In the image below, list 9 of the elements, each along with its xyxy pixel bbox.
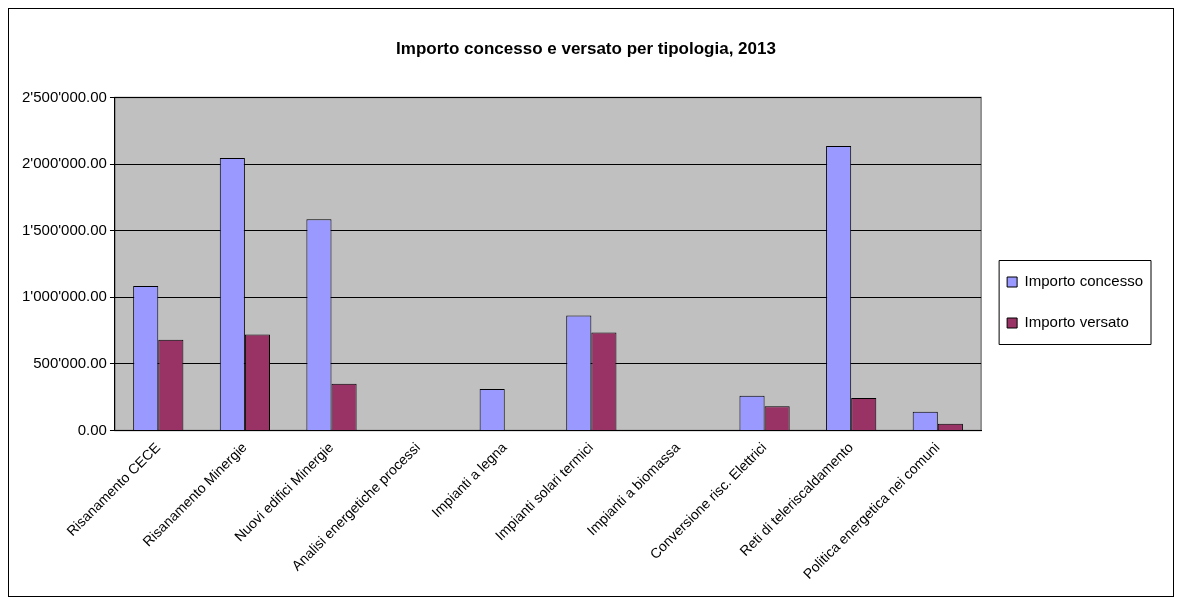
- y-tick-label: 500'000.00: [33, 354, 107, 372]
- y-tick-label: 2'000'000.00: [21, 154, 107, 172]
- y-tick-label: 2'500'000.00: [21, 87, 107, 105]
- y-tick-label: 1'500'000.00: [21, 220, 107, 238]
- chart-title: Importo concesso e versato per tipologia, 2013: [396, 38, 776, 58]
- legend-label: Importo concesso: [1024, 272, 1143, 290]
- legend-label: Importo versato: [1024, 313, 1129, 331]
- y-tick-label: 0.00: [77, 420, 107, 438]
- y-tick-label: 1'000'000.00: [21, 287, 107, 305]
